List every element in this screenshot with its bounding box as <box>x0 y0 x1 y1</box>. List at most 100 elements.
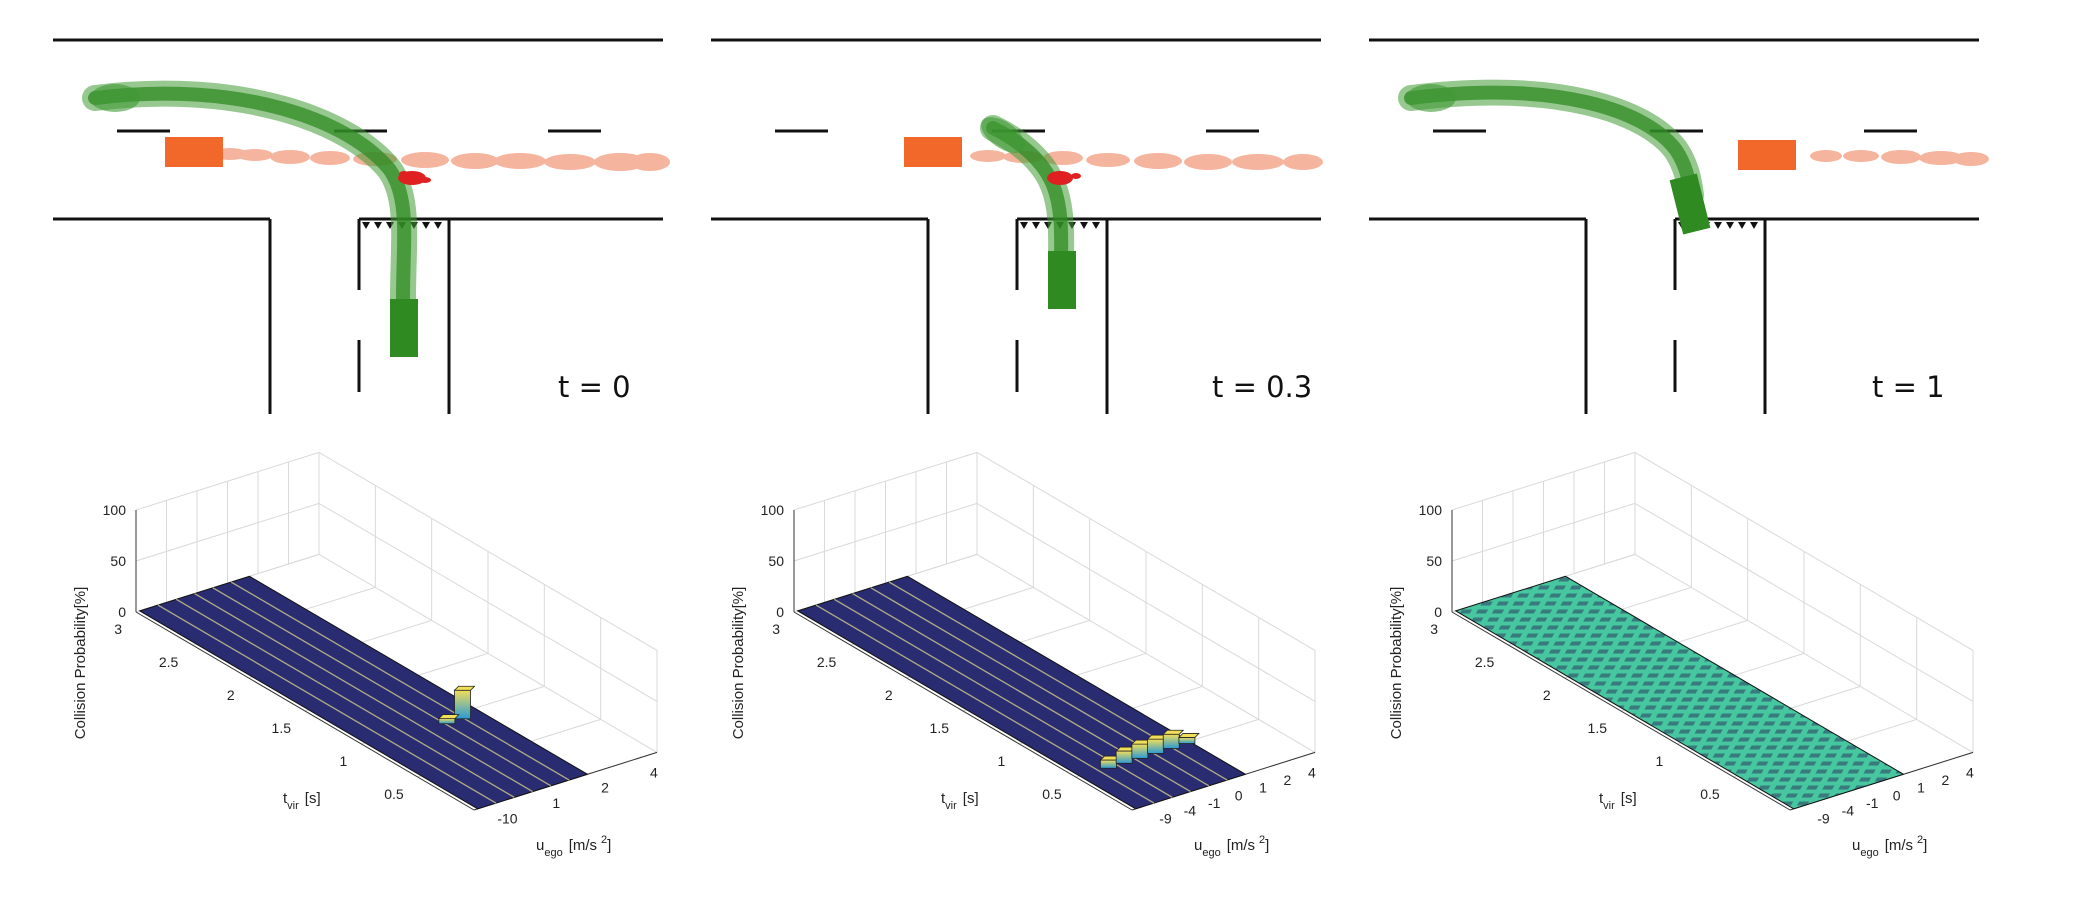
u-tick-label: 4 <box>1308 764 1316 780</box>
t-axis-label-main: t <box>283 790 288 807</box>
t-axis-label-unit: [s] <box>1621 790 1637 807</box>
bar-top <box>437 714 460 720</box>
road-lines <box>53 38 663 414</box>
gridline <box>318 451 658 651</box>
t-tick-label: 0.5 <box>1700 786 1720 802</box>
z-tick-label: 100 <box>103 502 127 518</box>
time-label: t = 0.3 <box>1212 370 1312 404</box>
t-tick-label: 2.5 <box>817 654 837 670</box>
z-tick-label: 100 <box>761 502 785 518</box>
z-axis-label: Collision Probability[%] <box>1388 587 1405 740</box>
u-tick-label: -1 <box>1866 795 1879 811</box>
bar-front <box>1147 738 1164 754</box>
u-axis-label-sub: ego <box>1202 847 1220 859</box>
collision-spot <box>398 171 431 185</box>
collision-spot <box>1047 171 1081 185</box>
other-vehicle <box>904 137 962 167</box>
probability-surface <box>1454 575 1905 810</box>
t-tick-label: 1 <box>998 753 1006 769</box>
ego-vehicle <box>1048 251 1076 309</box>
u-tick-label: 1 <box>1917 780 1925 796</box>
t-axis-label-sub: vir <box>287 800 299 812</box>
t-axis-label-main: t <box>941 790 946 807</box>
t-axis-label-unit: [s] <box>305 790 321 807</box>
t-axis <box>1451 611 1791 811</box>
t-axis-label-main: t <box>1599 790 1604 807</box>
u-tick-label: 1 <box>552 795 560 811</box>
u-axis-label-main: u <box>536 837 544 854</box>
t-tick-label: 3 <box>1430 621 1438 637</box>
t-axis <box>793 611 1133 811</box>
z-tick-label: 50 <box>110 553 126 569</box>
scene-panel-2: t = 0.3 <box>711 38 1323 414</box>
bar-5 <box>1162 729 1185 749</box>
gridline <box>1451 502 1636 562</box>
scene-panel-1: t = 0 <box>53 38 670 414</box>
u-axis-label-unit: [m/s <box>1885 837 1913 854</box>
u-axis-label-sub: ego <box>544 847 562 859</box>
gridline <box>793 502 978 562</box>
chart-axes <box>135 510 658 811</box>
surface-line <box>230 581 570 781</box>
u-tick-label: 2 <box>1284 772 1292 788</box>
u-tick-label: 4 <box>650 764 658 780</box>
u-tick-label: -1 <box>1208 795 1221 811</box>
u-axis-label-main: u <box>1852 837 1860 854</box>
bar-top <box>1177 733 1200 738</box>
t-axis <box>135 611 475 811</box>
chart-axes <box>793 510 1316 811</box>
surface-line <box>815 604 1155 804</box>
gridline <box>976 502 1316 702</box>
bar-front <box>438 718 456 725</box>
ego-vehicle <box>1669 173 1711 235</box>
z-tick-label: 0 <box>1434 604 1442 620</box>
t-tick-label: 2 <box>1543 687 1551 703</box>
u-tick-label: 2 <box>601 780 609 796</box>
t-axis-label: tvir [s] <box>1599 790 1637 812</box>
gridline <box>976 451 1316 651</box>
time-label: t = 1 <box>1872 370 1945 404</box>
u-tick-label: -9 <box>1817 810 1830 826</box>
z-tick-label: 0 <box>776 604 784 620</box>
road-lines <box>1369 38 1979 414</box>
u-axis-label: uego [m/s 2] <box>1194 834 1269 859</box>
gridline <box>135 502 320 562</box>
z-tick-label: 100 <box>1419 502 1443 518</box>
t-tick-label: 1 <box>1656 753 1664 769</box>
gridline <box>1634 502 1974 702</box>
surface-lines <box>157 581 570 804</box>
t-tick-label: 0.5 <box>1042 786 1062 802</box>
bar-top <box>1162 729 1185 735</box>
t-tick-label: 2 <box>885 687 893 703</box>
gridline <box>1451 451 1636 511</box>
t-tick-label: 3 <box>772 621 780 637</box>
chart-axes <box>1451 510 1974 811</box>
z-axis-label: Collision Probability[%] <box>730 587 747 740</box>
t-axis-label-unit: [s] <box>963 790 979 807</box>
u-axis-label-sup: 2 <box>1259 834 1265 846</box>
surface-line <box>157 604 497 804</box>
u-axis-label-sub: ego <box>1860 847 1878 859</box>
t-tick-label: 2.5 <box>159 654 179 670</box>
surface-line <box>175 598 515 798</box>
u-axis-label: uego [m/s 2] <box>1852 834 1927 859</box>
u-tick-label: 0 <box>1893 787 1901 803</box>
u-tick-label: 0 <box>1235 787 1243 803</box>
ego-trail <box>980 115 1075 273</box>
t-tick-label: 2.5 <box>1475 654 1495 670</box>
bar-6 <box>1177 733 1200 744</box>
surface-line <box>212 587 552 787</box>
z-tick-label: 0 <box>118 604 126 620</box>
bar-front <box>1178 737 1196 744</box>
t-axis-label-sub: vir <box>945 800 957 812</box>
surface-line <box>194 593 533 793</box>
bar-front <box>1131 743 1149 759</box>
t-tick-label: 2 <box>227 687 235 703</box>
u-axis-label-close: ] <box>607 837 611 854</box>
z-tick-label: 50 <box>1426 553 1442 569</box>
bar-top <box>453 685 476 691</box>
bar-1 <box>453 685 476 720</box>
road-lines <box>711 38 1321 414</box>
u-axis-label-unit: [m/s <box>1227 837 1255 854</box>
